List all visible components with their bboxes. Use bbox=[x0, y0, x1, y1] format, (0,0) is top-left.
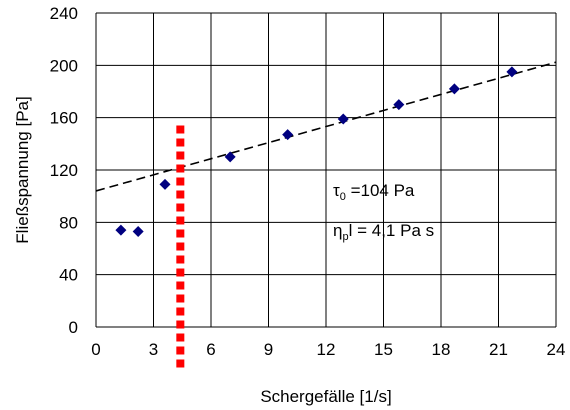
eta-symbol: η bbox=[333, 221, 342, 240]
y-tick-labels: 0 40 80 120 160 200 240 bbox=[50, 4, 78, 337]
y-tick-label-4: 160 bbox=[50, 109, 78, 128]
eta-value: l = 4,1 Pa s bbox=[349, 221, 435, 240]
x-tick-labels: 0 3 6 9 12 15 18 21 24 bbox=[91, 340, 565, 359]
x-tick-label-5: 15 bbox=[374, 340, 393, 359]
annotation-tau: τ0 =104 Pa bbox=[333, 181, 415, 203]
data-point-1 bbox=[132, 225, 144, 237]
x-tick-label-1: 3 bbox=[149, 340, 158, 359]
data-point-6 bbox=[393, 99, 405, 111]
x-tick-label-8: 24 bbox=[547, 340, 566, 359]
x-tick-label-3: 9 bbox=[264, 340, 273, 359]
tau-symbol: τ bbox=[333, 181, 340, 200]
x-tick-label-2: 6 bbox=[206, 340, 215, 359]
data-point-8 bbox=[506, 66, 518, 78]
y-tick-label-1: 40 bbox=[59, 266, 78, 285]
annotation-eta: ηpl = 4,1 Pa s bbox=[333, 221, 434, 243]
y-tick-label-6: 240 bbox=[50, 4, 78, 23]
tau-value: =104 Pa bbox=[346, 181, 415, 200]
data-point-0 bbox=[115, 224, 127, 236]
y-tick-label-5: 200 bbox=[50, 56, 78, 75]
fit-line bbox=[95, 61, 557, 192]
data-point-7 bbox=[448, 83, 460, 95]
x-tick-label-0: 0 bbox=[91, 340, 100, 359]
x-tick-label-6: 18 bbox=[432, 340, 451, 359]
y-axis-label: Fließspannung [Pa] bbox=[13, 96, 32, 243]
data-point-5 bbox=[337, 113, 349, 125]
y-tick-label-3: 120 bbox=[50, 161, 78, 180]
y-tick-label-0: 0 bbox=[69, 318, 78, 337]
x-axis-label: Schergefälle [1/s] bbox=[260, 387, 391, 406]
data-point-4 bbox=[282, 129, 294, 141]
x-tick-label-4: 12 bbox=[317, 340, 336, 359]
tau-subscript: 0 bbox=[340, 191, 346, 203]
data-point-3 bbox=[224, 151, 236, 163]
eta-subscript: p bbox=[342, 231, 348, 243]
fit-line-group bbox=[95, 61, 557, 192]
data-points bbox=[115, 66, 518, 237]
x-tick-label-7: 21 bbox=[489, 340, 508, 359]
grid bbox=[95, 12, 557, 328]
data-point-2 bbox=[159, 178, 171, 190]
y-tick-label-2: 80 bbox=[59, 213, 78, 232]
